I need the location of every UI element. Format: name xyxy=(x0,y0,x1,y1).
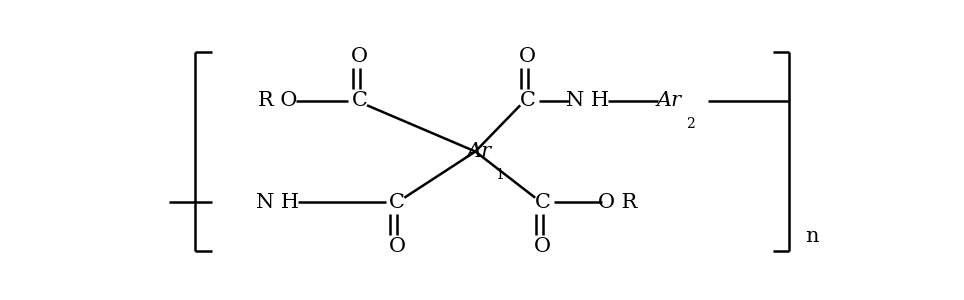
Text: 2: 2 xyxy=(686,117,695,131)
Text: N H: N H xyxy=(566,91,609,110)
Text: 1: 1 xyxy=(495,168,504,182)
Text: C: C xyxy=(352,91,367,110)
Text: C: C xyxy=(535,193,550,212)
Text: O: O xyxy=(534,237,551,256)
Text: C: C xyxy=(520,91,536,110)
Text: O: O xyxy=(520,47,536,66)
Text: R O: R O xyxy=(257,91,297,110)
Text: Ar: Ar xyxy=(657,91,683,110)
Text: O: O xyxy=(388,237,406,256)
Text: n: n xyxy=(806,227,819,247)
Text: N H: N H xyxy=(255,193,299,212)
Text: O R: O R xyxy=(598,193,637,212)
Text: O: O xyxy=(351,47,368,66)
Text: C: C xyxy=(389,193,405,212)
Text: Ar: Ar xyxy=(467,142,492,161)
